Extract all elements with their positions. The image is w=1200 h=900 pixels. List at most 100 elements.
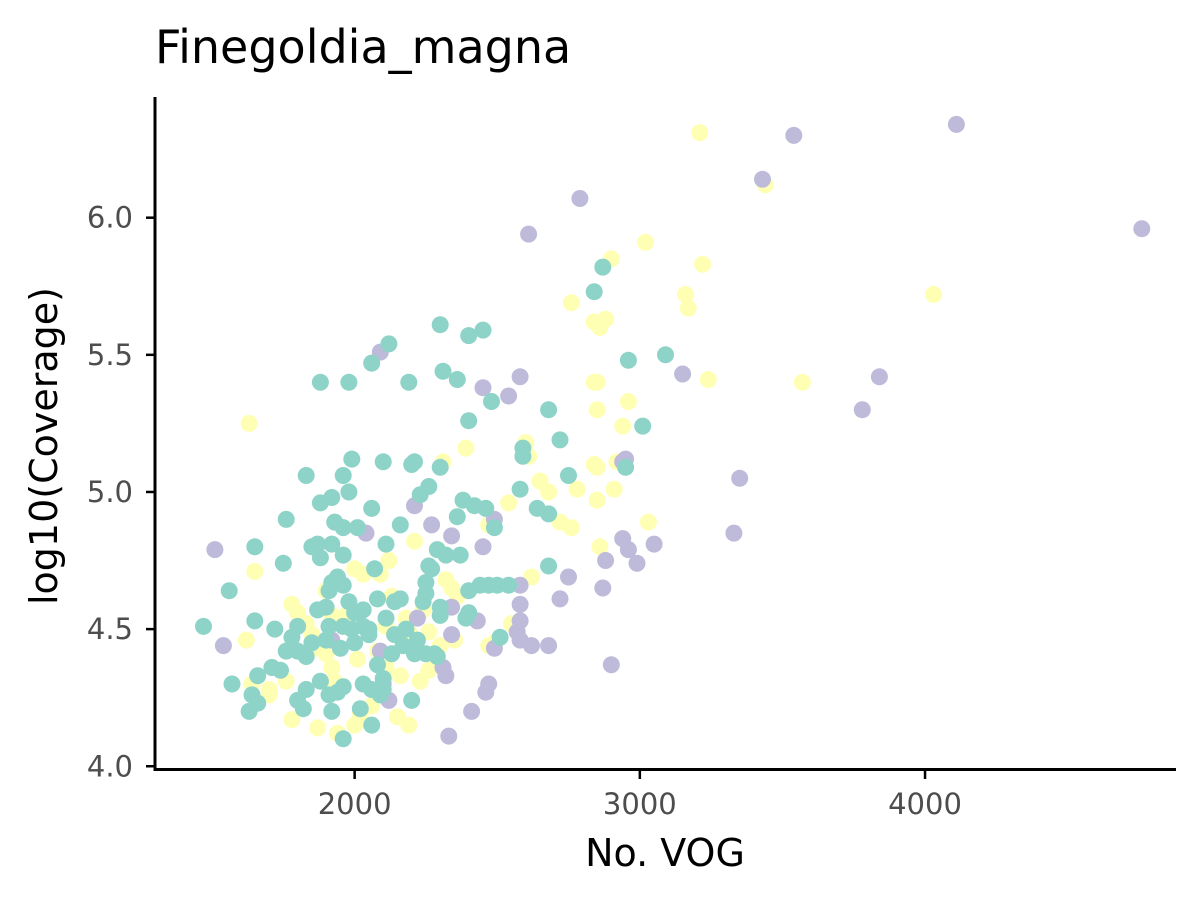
data-point — [366, 560, 384, 578]
x-tick-label: 3000 — [603, 787, 677, 821]
data-point — [320, 617, 338, 635]
data-point — [477, 499, 495, 517]
data-point — [540, 557, 558, 575]
data-point — [523, 637, 540, 655]
data-point — [434, 362, 452, 380]
data-point — [320, 582, 338, 600]
data-point — [374, 453, 392, 471]
data-point — [426, 645, 443, 663]
data-point — [754, 170, 771, 188]
data-point — [246, 538, 264, 556]
data-point — [605, 480, 623, 498]
data-point — [377, 609, 395, 627]
data-point — [725, 524, 743, 542]
data-point — [443, 626, 461, 644]
data-point — [363, 499, 381, 517]
data-point — [408, 609, 426, 627]
data-point — [562, 519, 580, 537]
data-point — [540, 401, 558, 419]
data-point — [679, 299, 697, 317]
data-point — [334, 730, 352, 748]
data-point — [694, 255, 712, 273]
data-point — [294, 700, 312, 718]
data-point — [514, 447, 532, 465]
data-point — [391, 667, 409, 685]
data-point — [283, 711, 301, 729]
data-point — [619, 393, 637, 410]
x-tick-label: 4000 — [888, 787, 962, 821]
data-point — [423, 560, 441, 578]
data-point — [947, 115, 965, 133]
y-tick-label: 5.5 — [87, 338, 133, 372]
data-point — [691, 124, 709, 142]
data-point — [391, 516, 409, 534]
data-point — [317, 645, 335, 663]
data-point — [500, 576, 518, 594]
data-point — [551, 431, 569, 449]
data-point — [602, 656, 620, 674]
data-point — [249, 667, 267, 685]
data-point — [491, 628, 509, 646]
data-point — [657, 346, 674, 364]
data-point — [637, 233, 654, 251]
data-point — [870, 368, 888, 386]
data-point — [460, 327, 478, 345]
data-point — [349, 519, 366, 537]
data-point — [639, 513, 657, 531]
data-point — [369, 590, 386, 608]
data-point — [440, 727, 458, 745]
data-point — [460, 412, 478, 430]
data-point — [311, 672, 329, 690]
data-point — [297, 681, 315, 698]
data-point — [363, 354, 381, 372]
data-point — [240, 414, 258, 432]
data-point — [551, 590, 569, 608]
data-point — [451, 546, 469, 564]
data-point — [474, 538, 492, 556]
data-point — [360, 626, 378, 644]
data-point — [591, 538, 609, 556]
x-tick-label: 2000 — [318, 787, 392, 821]
data-point — [568, 480, 586, 498]
data-point — [560, 568, 577, 586]
data-point — [317, 598, 335, 616]
data-point — [323, 535, 341, 553]
data-point — [403, 691, 421, 709]
data-point — [311, 549, 329, 567]
data-point — [249, 694, 267, 712]
data-point — [391, 590, 409, 608]
data-point — [206, 541, 224, 559]
data-point — [246, 612, 264, 630]
data-point — [485, 519, 503, 537]
data-point — [645, 535, 663, 553]
data-point — [617, 458, 635, 476]
data-point — [309, 535, 327, 553]
data-point — [597, 552, 615, 569]
data-point — [400, 373, 418, 391]
data-point — [260, 681, 278, 698]
data-point — [323, 489, 341, 506]
data-point — [343, 450, 361, 468]
data-point — [614, 417, 632, 435]
data-point — [283, 628, 301, 646]
data-point — [1133, 220, 1151, 238]
data-point — [237, 631, 255, 649]
data-point — [406, 532, 423, 550]
data-point — [431, 606, 449, 624]
data-point — [483, 393, 500, 410]
data-point — [406, 453, 423, 471]
data-point — [853, 401, 871, 419]
data-point — [540, 637, 558, 655]
data-point — [420, 661, 438, 679]
data-point — [380, 552, 398, 569]
data-point — [277, 642, 295, 660]
data-point — [349, 650, 366, 668]
data-point — [925, 286, 943, 303]
y-axis-title: log10(Coverage) — [22, 287, 66, 605]
data-point — [457, 609, 475, 627]
data-point — [437, 546, 455, 564]
data-point — [334, 576, 352, 594]
data-point — [785, 126, 803, 144]
data-point — [500, 494, 518, 512]
y-tick-label: 4.0 — [87, 749, 133, 783]
